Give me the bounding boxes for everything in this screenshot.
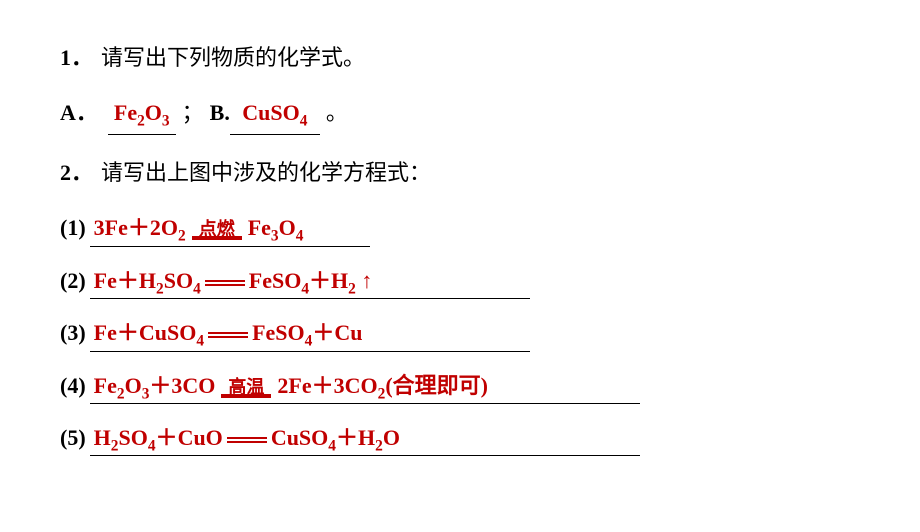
q1-answers-line: A． Fe2O3 ； B. CuSO4 。 [60,95,860,135]
equation-blank: H2SO4＋CuO CuSO4＋H2O [90,420,640,456]
q2-prompt-line: 2． 请写出上图中涉及的化学方程式： [60,155,860,190]
equation-right: FeSO4＋H2 ↑ [249,263,373,298]
equation-row-2: (2) Fe＋H2SO4 FeSO4＋H2 ↑ [60,263,860,299]
equation-num: (3) [60,320,86,346]
equation-row-5: (5) H2SO4＋CuO CuSO4＋H2O [60,420,860,456]
equation-left: Fe＋CuSO4 [94,315,204,350]
equation-left: Fe2O3＋3CO [94,368,216,403]
q2-num: 2． [60,155,93,190]
equation-note: (合理即可) [385,368,488,400]
equation-blank: Fe2O3＋3CO高温 2Fe＋3CO2(合理即可) [90,368,640,404]
equation-left: Fe＋H2SO4 [94,263,201,298]
q1-answerB: CuSO4 [230,95,320,135]
equation-row-3: (3) Fe＋CuSO4 FeSO4＋Cu [60,315,860,351]
equals-sign [208,330,248,340]
equation-blank: Fe＋CuSO4 FeSO4＋Cu [90,315,530,351]
equations-container: (1) 3Fe＋2O2 点燃 Fe3O4 (2) Fe＋H2SO4 FeSO4＋H2 ↑ (3… [60,210,860,456]
q1-labelB: B. [210,95,230,130]
q1-sep1: ； [182,95,204,130]
q1-num: 1． [60,40,93,75]
equation-blank: 3Fe＋2O2 点燃 Fe3O4 [90,210,370,246]
equation-num: (1) [60,215,86,241]
equation-num: (5) [60,425,86,451]
equation-num: (4) [60,373,86,399]
equation-right: CuSO4＋H2O [271,420,400,455]
q1-answerA: Fe2O3 [108,95,176,135]
equation-right: FeSO4＋Cu [252,315,362,350]
q1-prompt: 请写出下列物质的化学式。 [101,40,365,75]
equation-row-4: (4) Fe2O3＋3CO高温 2Fe＋3CO2(合理即可) [60,368,860,404]
equation-right: 2Fe＋3CO2 [277,368,385,403]
q1-prompt-line: 1． 请写出下列物质的化学式。 [60,40,860,75]
equation-num: (2) [60,268,86,294]
equation-row-1: (1) 3Fe＋2O2 点燃 Fe3O4 [60,210,860,246]
reaction-condition: 点燃 [192,220,242,240]
q1-sep2: 。 [326,95,348,130]
equals-sign [205,278,245,288]
equation-left: H2SO4＋CuO [94,420,223,455]
equals-sign [227,435,267,445]
q2-prompt: 请写出上图中涉及的化学方程式： [101,155,431,190]
equation-right: Fe3O4 [248,215,304,245]
equation-left: 3Fe＋2O2 [94,210,186,245]
q1-labelA: A． [60,95,98,130]
equation-blank: Fe＋H2SO4 FeSO4＋H2 ↑ [90,263,530,299]
reaction-condition: 高温 [221,378,271,398]
